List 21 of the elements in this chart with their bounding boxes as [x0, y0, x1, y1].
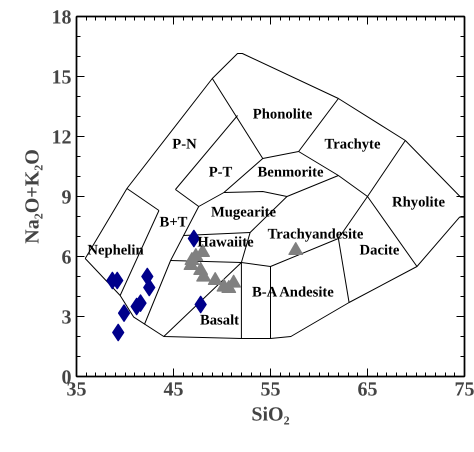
- x-tick-label: 45: [164, 378, 184, 400]
- annotation: Basalt: [200, 312, 240, 328]
- annotation: Rhyolite: [392, 194, 446, 210]
- x-tick-label: 75: [454, 378, 474, 400]
- annotation: Trachyte: [324, 136, 381, 152]
- x-tick-label: 55: [260, 378, 280, 400]
- y-tick-label: 12: [52, 126, 72, 148]
- x-axis-title: SiO₂: [251, 404, 290, 426]
- annotation: Benmorite: [258, 164, 324, 180]
- y-tick-label: 6: [62, 246, 72, 268]
- y-tick-label: 9: [62, 186, 72, 208]
- annotation: Dacite: [360, 242, 400, 258]
- annotation: Phonolite: [252, 106, 313, 122]
- y-tick-label: 18: [52, 6, 72, 28]
- annotation: B+T: [160, 214, 188, 230]
- y-tick-label: 3: [62, 306, 72, 328]
- annotation: P-T: [208, 164, 233, 180]
- annotation: P-N: [172, 136, 198, 152]
- x-tick-label: 65: [358, 378, 378, 400]
- y-axis-title: Na₂O+K₂O: [22, 149, 44, 244]
- y-tick-label: 15: [52, 66, 72, 88]
